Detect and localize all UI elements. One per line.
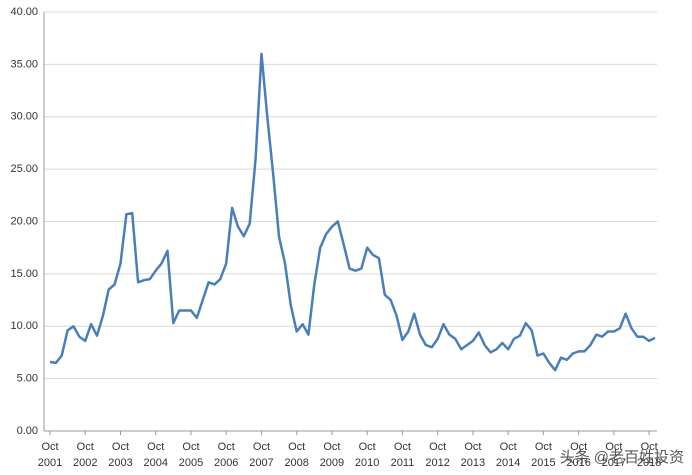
y-tick-label: 20.00: [10, 215, 38, 227]
y-tick-label: 30.00: [10, 111, 38, 123]
x-tick-label: Oct 2002: [72, 441, 98, 469]
x-tick-label: Oct 2010: [354, 441, 380, 469]
x-tick-label: Oct 2018: [636, 441, 662, 469]
y-tick-label: 40.00: [10, 6, 38, 18]
y-tick-label: 5.00: [17, 373, 38, 385]
x-tick-label: Oct 2014: [495, 441, 521, 469]
watermark: 头条 @老百姓投资: [559, 449, 684, 466]
x-tick-label: Oct 2005: [178, 441, 204, 469]
line-series: [49, 52, 656, 372]
x-tick-label: Oct 2016: [566, 441, 591, 469]
x-tick-label: Oct 2009: [319, 441, 345, 469]
x-tick-label: Oct 2004: [143, 441, 168, 469]
x-tick-label: Oct 2017: [601, 441, 627, 469]
y-tick-label: 15.00: [10, 268, 38, 280]
x-tick-label: Oct 2007: [249, 441, 274, 469]
y-tick-label: 0.00: [17, 425, 38, 437]
x-tick-label: Oct 2011: [390, 441, 415, 469]
y-tick-label: 10.00: [10, 320, 38, 332]
x-tick-label: Oct 2008: [284, 441, 309, 469]
x-tick-label: Oct 2003: [108, 441, 133, 469]
x-tick-label: Oct 2001: [37, 441, 63, 469]
y-tick-label: 35.00: [10, 58, 38, 70]
x-tick-label: Oct 2013: [460, 441, 486, 469]
x-tick-label: Oct 2015: [531, 441, 556, 469]
x-tick-label: Oct 2006: [213, 441, 239, 469]
x-tick-label: Oct 2012: [425, 441, 450, 469]
y-tick-label: 25.00: [10, 163, 38, 175]
